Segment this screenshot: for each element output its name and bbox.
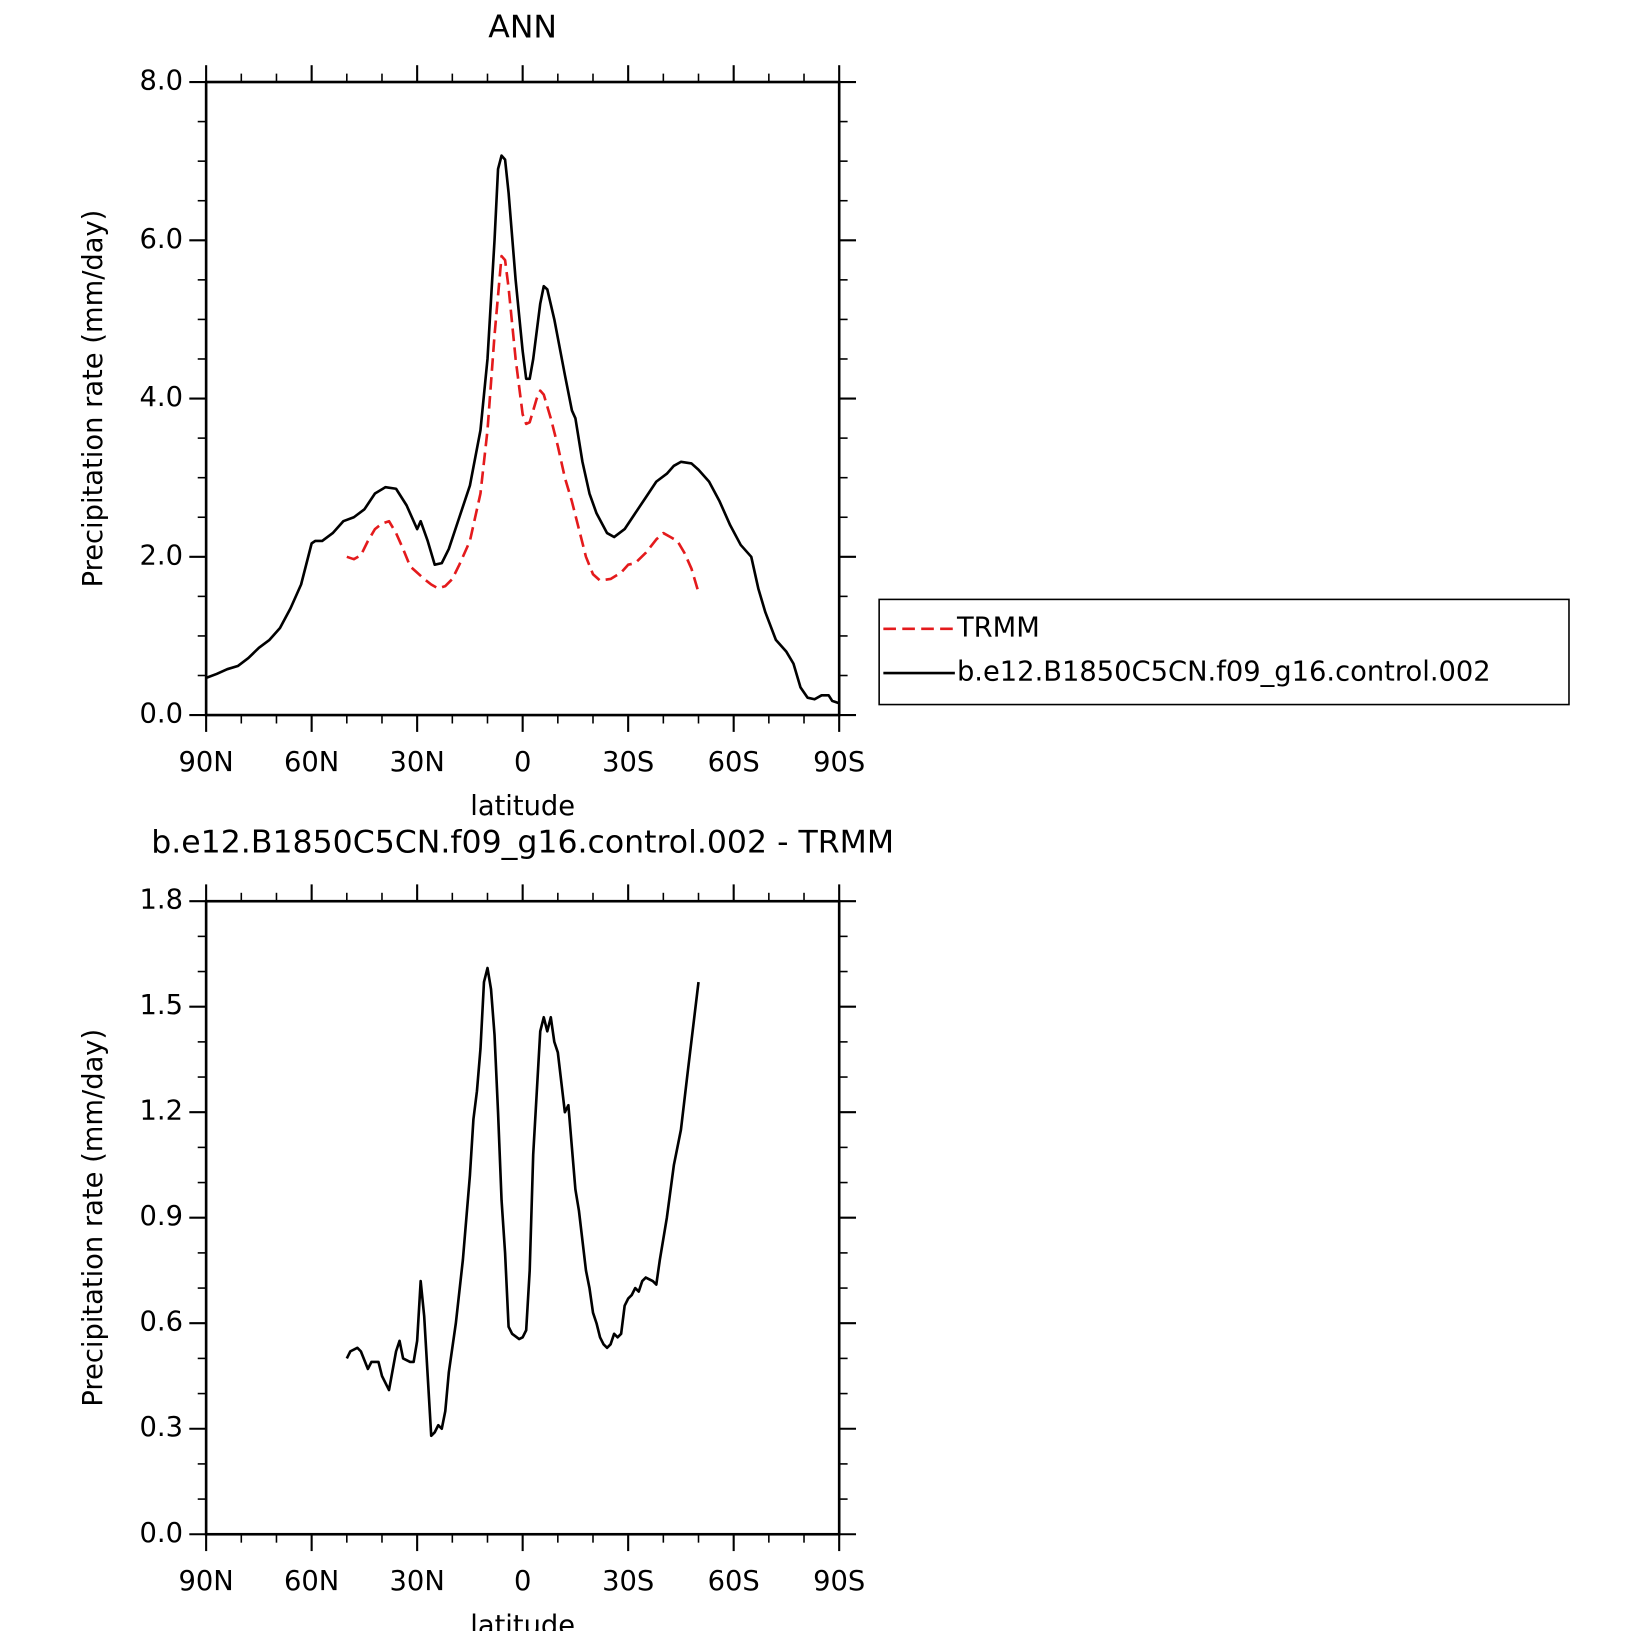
x-tick-label: 60S xyxy=(708,747,760,778)
x-tick-label: 60N xyxy=(284,1566,339,1597)
y-tick-label: 1.5 xyxy=(140,990,183,1021)
y-tick-label: 8.0 xyxy=(140,66,183,97)
data-line xyxy=(345,966,700,1438)
legend-label: b.e12.B1850C5CN.f09_g16.control.002 xyxy=(957,657,1491,688)
x-tick-label: 30N xyxy=(390,1566,445,1597)
data-line xyxy=(346,254,700,593)
x-tick-label: 90S xyxy=(813,1566,865,1597)
x-tick-label: 60S xyxy=(708,1566,760,1597)
x-axis-label: latitude xyxy=(470,1610,575,1631)
x-tick-label: 0 xyxy=(514,1566,531,1597)
legend-label: TRMM xyxy=(956,612,1040,643)
x-tick-label: 30S xyxy=(602,1566,654,1597)
chart-title: b.e12.B1850C5CN.f09_g16.control.002 - TR… xyxy=(151,824,894,860)
y-tick-label: 6.0 xyxy=(140,224,183,255)
plot-frame xyxy=(204,899,841,1536)
x-tick-label: 90S xyxy=(813,747,865,778)
y-tick-label: 1.2 xyxy=(140,1096,183,1127)
x-tick-label: 90N xyxy=(179,1566,234,1597)
y-tick-label: 0.0 xyxy=(140,699,183,730)
y-axis-label: Precipitation rate (mm/day) xyxy=(78,210,109,588)
x-tick-label: 30N xyxy=(390,747,445,778)
x-tick-label: 30S xyxy=(602,747,654,778)
plot-frame xyxy=(204,80,841,717)
data-line xyxy=(205,154,840,705)
y-tick-label: 0.9 xyxy=(140,1201,183,1232)
y-tick-label: 0.6 xyxy=(140,1307,183,1338)
y-tick-label: 4.0 xyxy=(140,382,183,413)
y-axis-label: Precipitation rate (mm/day) xyxy=(78,1029,109,1407)
y-tick-label: 2.0 xyxy=(140,540,183,571)
x-axis-label: latitude xyxy=(470,791,575,822)
y-tick-label: 0.0 xyxy=(140,1518,183,1549)
chart-title: ANN xyxy=(488,9,557,45)
x-tick-label: 90N xyxy=(179,747,234,778)
y-tick-label: 0.3 xyxy=(140,1412,183,1443)
x-tick-label: 0 xyxy=(514,747,531,778)
x-tick-label: 60N xyxy=(284,747,339,778)
legend-box xyxy=(878,598,1570,706)
y-tick-label: 1.8 xyxy=(140,885,183,916)
